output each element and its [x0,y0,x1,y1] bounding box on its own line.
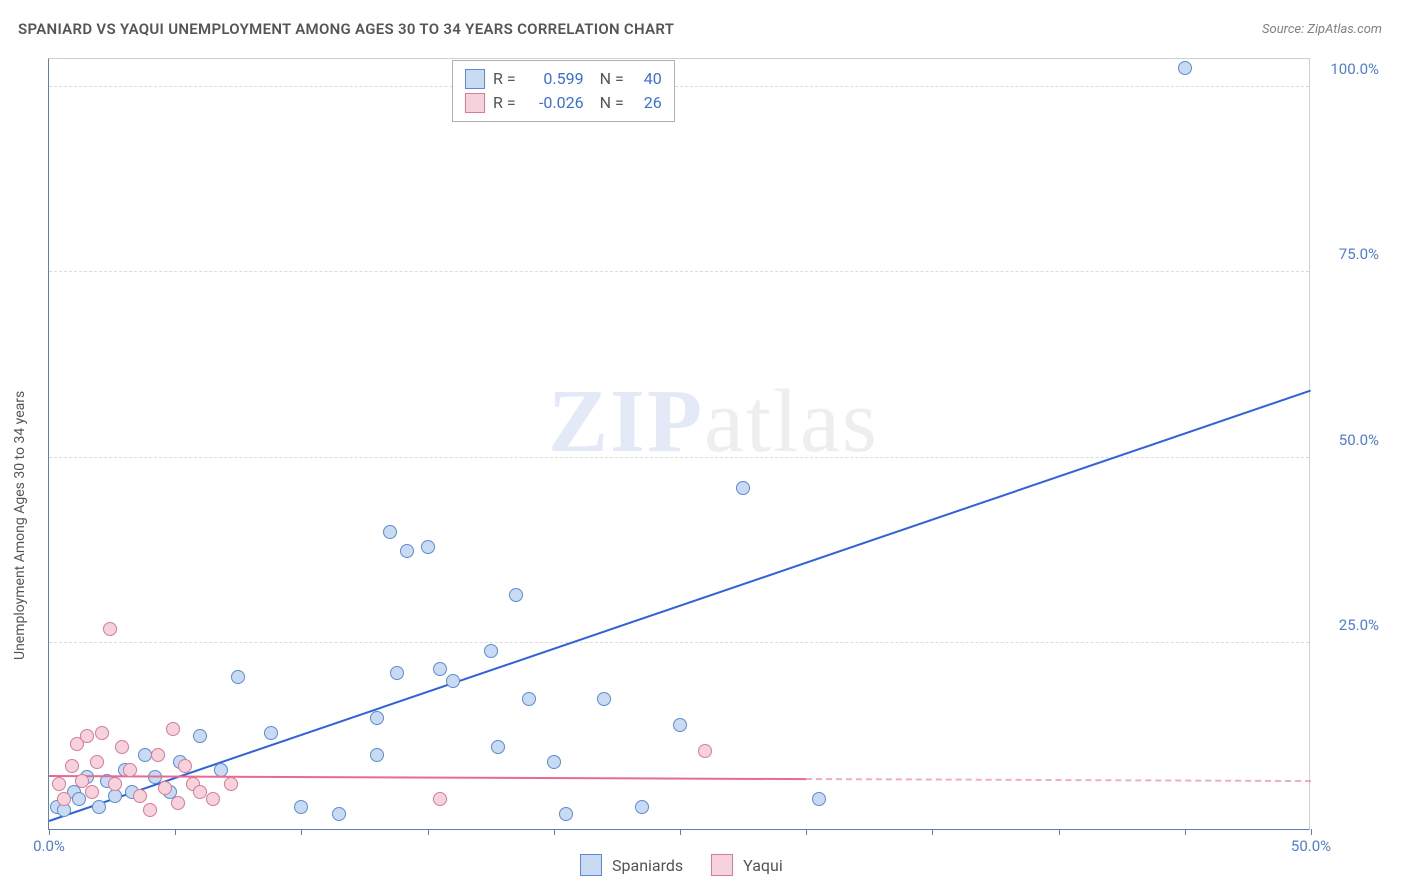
y-tick-label: 100.0% [1319,60,1379,78]
scatter-point [158,781,172,795]
scatter-point [370,748,384,762]
trend-line [49,389,1312,821]
scatter-point [92,800,106,814]
r-label: R = [493,67,516,91]
x-tick [49,829,50,835]
x-tick [428,829,429,835]
correlation-row: R = -0.026 N = 26 [465,91,662,115]
scatter-point [673,718,687,732]
x-tick-label: 50.0% [1291,837,1331,855]
trend-line [49,775,806,780]
scatter-point [446,674,460,688]
scatter-point [133,789,147,803]
scatter-point [421,540,435,554]
scatter-point [484,644,498,658]
x-tick [175,829,176,835]
scatter-point [370,711,384,725]
scatter-point [231,670,245,684]
scatter-point [383,525,397,539]
legend-swatch [465,69,485,89]
n-value: 40 [632,67,662,91]
scatter-point [812,792,826,806]
chart-title: SPANIARD VS YAQUI UNEMPLOYMENT AMONG AGE… [18,20,674,38]
gridline-h [49,86,1309,87]
scatter-point [52,777,66,791]
x-tick [806,829,807,835]
trend-line [806,778,1311,782]
scatter-point [1178,61,1192,75]
scatter-point [108,777,122,791]
r-value: -0.026 [524,91,584,115]
scatter-plot-area: 25.0%50.0%75.0%100.0%0.0%50.0% [48,58,1310,830]
source-attribution: Source: ZipAtlas.com [1262,22,1382,37]
scatter-point [123,763,137,777]
scatter-point [433,792,447,806]
scatter-point [193,729,207,743]
gridline-h [49,457,1309,458]
scatter-point [178,759,192,773]
x-tick [1185,829,1186,835]
scatter-point [143,803,157,817]
legend-swatch [465,93,485,113]
x-tick [680,829,681,835]
scatter-point [214,763,228,777]
scatter-point [206,792,220,806]
scatter-point [698,744,712,758]
gridline-h [49,271,1309,272]
scatter-point [224,777,238,791]
scatter-point [90,755,104,769]
y-axis-label: Unemployment Among Ages 30 to 34 years [12,391,28,660]
scatter-point [390,666,404,680]
scatter-point [85,785,99,799]
scatter-point [171,796,185,810]
scatter-point [80,729,94,743]
x-tick [932,829,933,835]
scatter-point [103,622,117,636]
y-tick-label: 75.0% [1319,245,1379,263]
y-tick-label: 25.0% [1319,616,1379,634]
scatter-point [433,662,447,676]
n-label: N = [600,91,624,115]
scatter-point [509,588,523,602]
scatter-point [151,748,165,762]
scatter-point [72,792,86,806]
gridline-h [49,642,1309,643]
x-tick [1059,829,1060,835]
scatter-point [559,807,573,821]
scatter-point [332,807,346,821]
scatter-point [57,792,71,806]
scatter-point [597,692,611,706]
x-tick-label: 0.0% [33,837,65,855]
scatter-point [522,692,536,706]
scatter-point [115,740,129,754]
y-tick-label: 50.0% [1319,431,1379,449]
scatter-point [400,544,414,558]
legend-swatch [711,854,733,876]
x-tick [301,829,302,835]
scatter-point [65,759,79,773]
scatter-point [736,481,750,495]
scatter-point [95,726,109,740]
x-tick [1311,829,1312,835]
scatter-point [294,800,308,814]
r-label: R = [493,91,516,115]
n-value: 26 [632,91,662,115]
scatter-point [635,800,649,814]
x-tick [554,829,555,835]
scatter-point [166,722,180,736]
r-value: 0.599 [524,67,584,91]
scatter-point [264,726,278,740]
correlation-legend-box: R = 0.599 N = 40 R = -0.026 N = 26 [452,60,675,122]
correlation-row: R = 0.599 N = 40 [465,67,662,91]
scatter-point [491,740,505,754]
n-label: N = [600,67,624,91]
scatter-point [547,755,561,769]
legend-label: Spaniards [612,856,683,875]
legend-swatch [580,854,602,876]
legend-label: Yaqui [743,856,783,875]
series-legend: Spaniards Yaqui [580,854,801,876]
